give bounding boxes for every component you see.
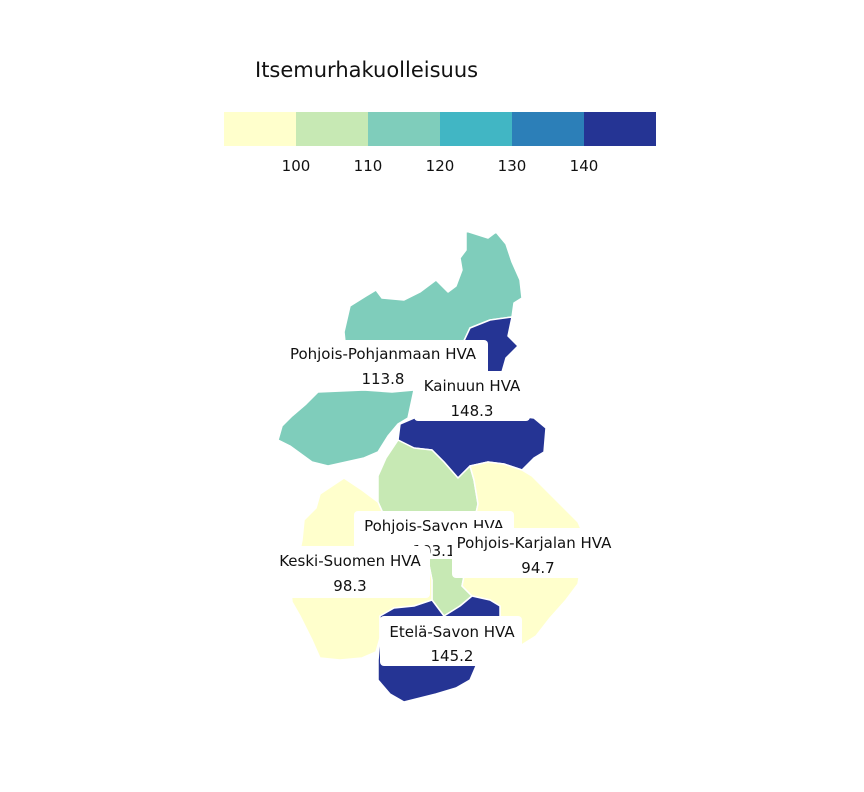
legend-swatch bbox=[440, 112, 512, 146]
region-value: 98.3 bbox=[333, 577, 366, 595]
region-name: Kainuun HVA bbox=[424, 377, 521, 395]
legend-swatch bbox=[512, 112, 584, 146]
legend-swatch bbox=[368, 112, 440, 146]
legend-tick: 130 bbox=[498, 157, 527, 175]
label-kainuu: Kainuun HVA 148.3 bbox=[414, 371, 530, 421]
region-name: Pohjois-Pohjanmaan HVA bbox=[290, 345, 477, 363]
label-background bbox=[380, 616, 522, 666]
label-pohjois-karjala: Pohjois-Karjalan HVA 94.7 bbox=[452, 528, 612, 578]
legend-swatch bbox=[584, 112, 656, 146]
region-value: 113.8 bbox=[362, 370, 405, 388]
legend: Itsemurhakuolleisuus 100 110 120 130 140 bbox=[224, 58, 656, 175]
region-name: Etelä-Savon HVA bbox=[389, 623, 515, 641]
legend-tick: 140 bbox=[570, 157, 599, 175]
legend-tick: 110 bbox=[354, 157, 383, 175]
label-keski-suomi: Keski-Suomen HVA 98.3 bbox=[274, 546, 430, 598]
label-background bbox=[414, 371, 530, 421]
region-name: Pohjois-Karjalan HVA bbox=[457, 534, 612, 552]
legend-tick: 100 bbox=[282, 157, 311, 175]
legend-title: Itsemurhakuolleisuus bbox=[255, 58, 478, 82]
region-labels: Pohjois-Pohjanmaan HVA 113.8 Kainuun HVA… bbox=[274, 340, 612, 666]
label-background bbox=[452, 528, 610, 578]
region-value: 145.2 bbox=[431, 647, 474, 665]
region-name: Keski-Suomen HVA bbox=[279, 552, 421, 570]
label-etela-savo: Etelä-Savon HVA 145.2 bbox=[380, 616, 522, 666]
label-background bbox=[274, 546, 430, 598]
region-value: 94.7 bbox=[521, 559, 554, 577]
region-value: 148.3 bbox=[451, 402, 494, 420]
legend-color-bar bbox=[224, 112, 656, 146]
legend-swatch bbox=[296, 112, 368, 146]
legend-tick: 120 bbox=[426, 157, 455, 175]
legend-swatch bbox=[224, 112, 296, 146]
